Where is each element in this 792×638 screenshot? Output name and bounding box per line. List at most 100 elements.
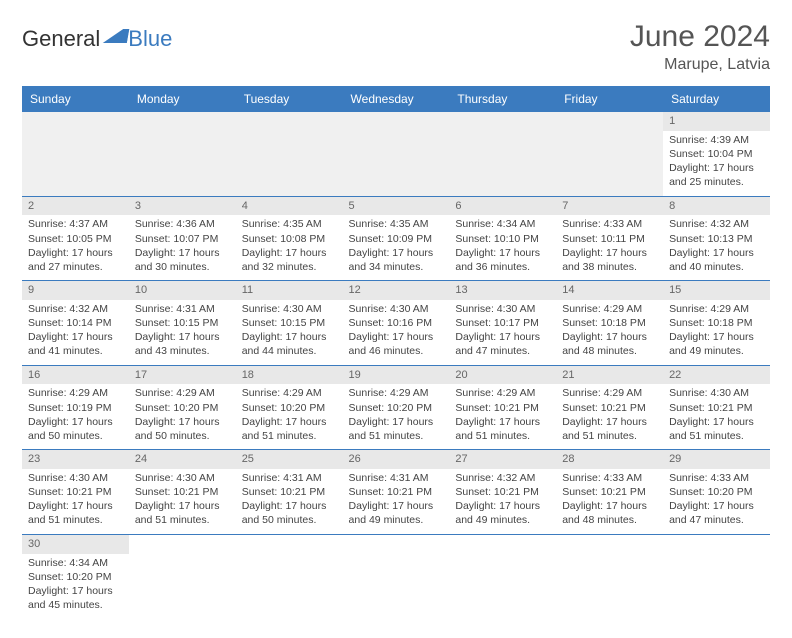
sunset-line: Sunset: 10:08 PM [242, 232, 337, 246]
sunrise-line: Sunrise: 4:32 AM [455, 471, 550, 485]
day-number: 10 [129, 281, 236, 300]
daylight-line: Daylight: 17 hours and 50 minutes. [135, 415, 230, 443]
day-details: Sunrise: 4:33 AMSunset: 10:20 PMDaylight… [669, 471, 764, 528]
day-header: Wednesday [343, 86, 450, 112]
sunset-line: Sunset: 10:10 PM [455, 232, 550, 246]
day-number: 20 [449, 366, 556, 385]
calendar-day: 28Sunrise: 4:33 AMSunset: 10:21 PMDaylig… [556, 450, 663, 535]
day-details: Sunrise: 4:36 AMSunset: 10:07 PMDaylight… [135, 217, 230, 274]
daylight-line: Daylight: 17 hours and 51 minutes. [28, 499, 123, 527]
daylight-line: Daylight: 17 hours and 41 minutes. [28, 330, 123, 358]
daylight-line: Daylight: 17 hours and 47 minutes. [455, 330, 550, 358]
daylight-line: Daylight: 17 hours and 49 minutes. [669, 330, 764, 358]
day-details: Sunrise: 4:29 AMSunset: 10:20 PMDaylight… [242, 386, 337, 443]
calendar-day: 9Sunrise: 4:32 AMSunset: 10:14 PMDayligh… [22, 281, 129, 366]
sunrise-line: Sunrise: 4:29 AM [242, 386, 337, 400]
daylight-line: Daylight: 17 hours and 47 minutes. [669, 499, 764, 527]
day-details: Sunrise: 4:34 AMSunset: 10:20 PMDaylight… [28, 556, 123, 613]
calendar-day: 8Sunrise: 4:32 AMSunset: 10:13 PMDayligh… [663, 196, 770, 281]
calendar-day-empty [22, 112, 129, 196]
sunrise-line: Sunrise: 4:30 AM [242, 302, 337, 316]
calendar-day: 4Sunrise: 4:35 AMSunset: 10:08 PMDayligh… [236, 196, 343, 281]
daylight-line: Daylight: 17 hours and 38 minutes. [562, 246, 657, 274]
sunrise-line: Sunrise: 4:37 AM [28, 217, 123, 231]
sunrise-line: Sunrise: 4:31 AM [242, 471, 337, 485]
day-number: 24 [129, 450, 236, 469]
calendar-week: 30Sunrise: 4:34 AMSunset: 10:20 PMDaylig… [22, 534, 770, 618]
sunset-line: Sunset: 10:19 PM [28, 401, 123, 415]
calendar-day: 7Sunrise: 4:33 AMSunset: 10:11 PMDayligh… [556, 196, 663, 281]
calendar-table: SundayMondayTuesdayWednesdayThursdayFrid… [22, 86, 770, 618]
calendar-day: 19Sunrise: 4:29 AMSunset: 10:20 PMDaylig… [343, 365, 450, 450]
day-header: Thursday [449, 86, 556, 112]
day-details: Sunrise: 4:33 AMSunset: 10:21 PMDaylight… [562, 471, 657, 528]
calendar-day: 22Sunrise: 4:30 AMSunset: 10:21 PMDaylig… [663, 365, 770, 450]
calendar-day: 17Sunrise: 4:29 AMSunset: 10:20 PMDaylig… [129, 365, 236, 450]
daylight-line: Daylight: 17 hours and 50 minutes. [28, 415, 123, 443]
sunset-line: Sunset: 10:21 PM [562, 485, 657, 499]
sunrise-line: Sunrise: 4:29 AM [349, 386, 444, 400]
daylight-line: Daylight: 17 hours and 49 minutes. [349, 499, 444, 527]
calendar-day: 3Sunrise: 4:36 AMSunset: 10:07 PMDayligh… [129, 196, 236, 281]
calendar-week: 1Sunrise: 4:39 AMSunset: 10:04 PMDayligh… [22, 112, 770, 196]
daylight-line: Daylight: 17 hours and 48 minutes. [562, 499, 657, 527]
calendar-day: 18Sunrise: 4:29 AMSunset: 10:20 PMDaylig… [236, 365, 343, 450]
daylight-line: Daylight: 17 hours and 36 minutes. [455, 246, 550, 274]
daylight-line: Daylight: 17 hours and 51 minutes. [135, 499, 230, 527]
calendar-day: 2Sunrise: 4:37 AMSunset: 10:05 PMDayligh… [22, 196, 129, 281]
calendar-week: 2Sunrise: 4:37 AMSunset: 10:05 PMDayligh… [22, 196, 770, 281]
day-details: Sunrise: 4:31 AMSunset: 10:21 PMDaylight… [349, 471, 444, 528]
sunset-line: Sunset: 10:21 PM [455, 401, 550, 415]
day-details: Sunrise: 4:33 AMSunset: 10:11 PMDaylight… [562, 217, 657, 274]
sunset-line: Sunset: 10:21 PM [135, 485, 230, 499]
daylight-line: Daylight: 17 hours and 51 minutes. [242, 415, 337, 443]
sunrise-line: Sunrise: 4:34 AM [455, 217, 550, 231]
logo-text-2: Blue [128, 26, 172, 52]
calendar-day: 26Sunrise: 4:31 AMSunset: 10:21 PMDaylig… [343, 450, 450, 535]
daylight-line: Daylight: 17 hours and 51 minutes. [669, 415, 764, 443]
calendar-day-empty [236, 534, 343, 618]
day-number: 18 [236, 366, 343, 385]
calendar-day-empty [449, 534, 556, 618]
day-header: Sunday [22, 86, 129, 112]
daylight-line: Daylight: 17 hours and 25 minutes. [669, 161, 764, 189]
day-number: 25 [236, 450, 343, 469]
calendar-day-empty [343, 112, 450, 196]
calendar-day: 1Sunrise: 4:39 AMSunset: 10:04 PMDayligh… [663, 112, 770, 196]
day-number: 1 [663, 112, 770, 131]
calendar-day: 21Sunrise: 4:29 AMSunset: 10:21 PMDaylig… [556, 365, 663, 450]
sunrise-line: Sunrise: 4:31 AM [135, 302, 230, 316]
sunset-line: Sunset: 10:11 PM [562, 232, 657, 246]
day-details: Sunrise: 4:32 AMSunset: 10:13 PMDaylight… [669, 217, 764, 274]
day-details: Sunrise: 4:29 AMSunset: 10:20 PMDaylight… [349, 386, 444, 443]
sunset-line: Sunset: 10:13 PM [669, 232, 764, 246]
day-details: Sunrise: 4:29 AMSunset: 10:21 PMDaylight… [562, 386, 657, 443]
day-details: Sunrise: 4:30 AMSunset: 10:21 PMDaylight… [135, 471, 230, 528]
sunrise-line: Sunrise: 4:33 AM [562, 217, 657, 231]
sunrise-line: Sunrise: 4:31 AM [349, 471, 444, 485]
daylight-line: Daylight: 17 hours and 27 minutes. [28, 246, 123, 274]
day-header: Saturday [663, 86, 770, 112]
day-number: 27 [449, 450, 556, 469]
daylight-line: Daylight: 17 hours and 50 minutes. [242, 499, 337, 527]
calendar-day: 6Sunrise: 4:34 AMSunset: 10:10 PMDayligh… [449, 196, 556, 281]
day-number: 7 [556, 197, 663, 216]
sunrise-line: Sunrise: 4:35 AM [242, 217, 337, 231]
day-details: Sunrise: 4:29 AMSunset: 10:20 PMDaylight… [135, 386, 230, 443]
daylight-line: Daylight: 17 hours and 51 minutes. [455, 415, 550, 443]
calendar-day: 20Sunrise: 4:29 AMSunset: 10:21 PMDaylig… [449, 365, 556, 450]
day-details: Sunrise: 4:34 AMSunset: 10:10 PMDaylight… [455, 217, 550, 274]
day-number: 29 [663, 450, 770, 469]
calendar-day: 27Sunrise: 4:32 AMSunset: 10:21 PMDaylig… [449, 450, 556, 535]
day-header: Monday [129, 86, 236, 112]
sunrise-line: Sunrise: 4:30 AM [349, 302, 444, 316]
day-number: 12 [343, 281, 450, 300]
header: General Blue June 2024 Marupe, Latvia [22, 20, 770, 74]
day-number: 19 [343, 366, 450, 385]
day-details: Sunrise: 4:30 AMSunset: 10:16 PMDaylight… [349, 302, 444, 359]
calendar-day: 16Sunrise: 4:29 AMSunset: 10:19 PMDaylig… [22, 365, 129, 450]
calendar-day-empty [129, 534, 236, 618]
sunset-line: Sunset: 10:05 PM [28, 232, 123, 246]
calendar-day: 10Sunrise: 4:31 AMSunset: 10:15 PMDaylig… [129, 281, 236, 366]
day-number: 16 [22, 366, 129, 385]
